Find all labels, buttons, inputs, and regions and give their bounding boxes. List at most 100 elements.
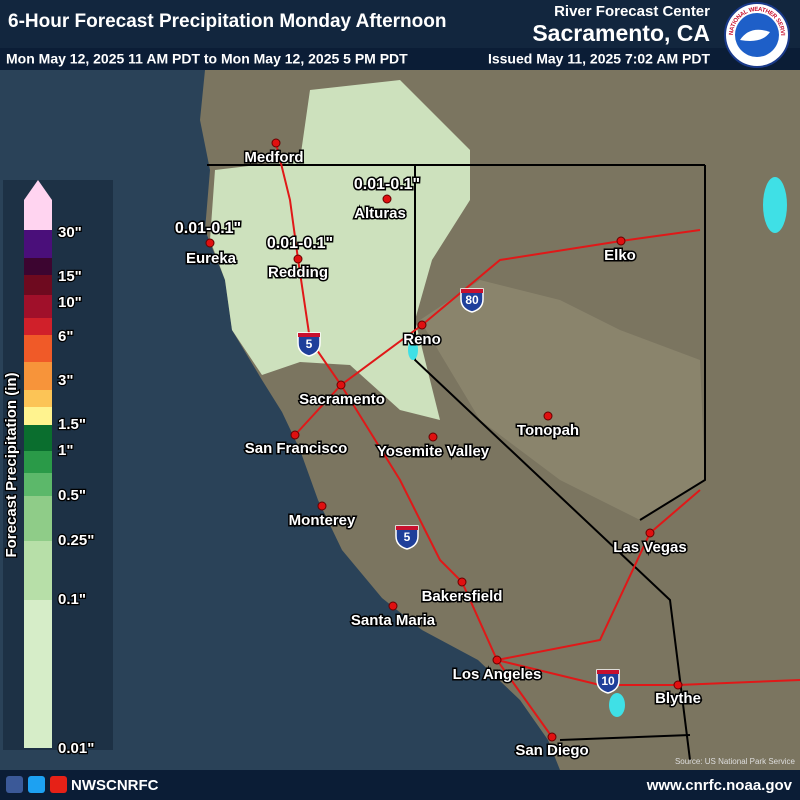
city-dot	[290, 430, 300, 440]
interstate-shield	[460, 288, 484, 313]
city-label: Alturas	[354, 205, 406, 222]
logo-cloud	[740, 29, 770, 41]
legend-swatch	[24, 496, 52, 541]
legend-box	[3, 180, 113, 750]
legend: Forecast Precipitation (in) 30" 15" 10" 6" 3…	[2, 180, 113, 758]
source: Source: US National Park Service	[675, 757, 796, 766]
legend-label: 0.1"	[58, 591, 86, 608]
highway	[275, 142, 553, 738]
legend-label: 30"	[58, 224, 82, 241]
city-dot	[382, 194, 392, 204]
border	[414, 165, 691, 761]
legend-swatch	[24, 275, 52, 295]
interstate-number: 5	[404, 530, 411, 544]
interstate-top	[298, 333, 320, 337]
lake	[609, 693, 625, 717]
issued: Issued May 11, 2025 7:02 AM PDT	[488, 51, 710, 67]
city-dot	[336, 380, 346, 390]
city-label: Yosemite Valley	[377, 443, 490, 460]
city-label: Medford	[244, 149, 303, 166]
city-dot	[417, 320, 427, 330]
highway	[496, 489, 701, 661]
legend-swatch	[24, 230, 52, 258]
city-label: Blythe	[655, 690, 701, 707]
title: 6-Hour Forecast Precipitation Monday Aft…	[8, 11, 446, 32]
city-dot	[492, 655, 502, 665]
city-dot	[205, 238, 215, 248]
legend-title: Forecast Precipitation (in)	[3, 372, 20, 557]
footer-handle: NWSCNRFC	[71, 777, 159, 794]
legend-swatch	[24, 362, 52, 390]
city-dot	[543, 411, 553, 421]
valid-period: Mon May 12, 2025 11 AM PDT to Mon May 12…	[6, 51, 408, 67]
interstate-top	[396, 526, 418, 530]
youtube-icon[interactable]	[50, 776, 67, 793]
city-dot	[271, 138, 281, 148]
city-label: San Francisco	[245, 440, 348, 457]
legend-swatch	[24, 451, 52, 473]
city-label: Tonopah	[517, 422, 579, 439]
legend-label: 1.5"	[58, 416, 86, 433]
legend-swatch	[24, 258, 52, 275]
city-label: Los Angeles	[453, 666, 542, 683]
precip-annotation: 0.01-0.1"	[267, 235, 333, 252]
legend-swatch	[24, 390, 52, 407]
city-label: Santa Maria	[351, 612, 436, 629]
city-label: Las Vegas	[613, 539, 686, 556]
legend-swatch	[24, 541, 52, 600]
legend-arrow	[24, 180, 52, 200]
city-label: Bakersfield	[422, 588, 503, 605]
precip-annotation: 0.01-0.1"	[354, 176, 420, 193]
city-dot	[317, 501, 327, 511]
interstate-shield	[596, 669, 620, 694]
city-label: Reno	[403, 331, 441, 348]
legend-swatch	[24, 200, 52, 230]
precip-annotation: 0.01-0.1"	[175, 220, 241, 237]
legend-swatch	[24, 295, 52, 318]
highway	[496, 659, 800, 686]
city-dot	[547, 732, 557, 742]
city-label: Monterey	[289, 512, 356, 529]
city-label: Sacramento	[299, 391, 385, 408]
mountains	[420, 280, 705, 520]
legend-swatch	[24, 407, 52, 425]
legend-label: 0.25"	[58, 532, 94, 549]
legend-label: 3"	[58, 372, 73, 389]
legend-swatch	[24, 335, 52, 362]
interstate-top	[461, 289, 483, 293]
city-label: Elko	[604, 247, 636, 264]
state-borders	[207, 164, 706, 761]
legend-label: 0.01"	[58, 740, 94, 757]
footer-url[interactable]: www.cnrfc.noaa.gov	[646, 777, 793, 794]
city-dot	[457, 577, 467, 587]
interstate-number: 80	[465, 293, 479, 307]
twitter-icon[interactable]	[28, 776, 45, 793]
interstate-number: 5	[306, 337, 313, 351]
border	[639, 165, 706, 521]
legend-label: 6"	[58, 328, 73, 345]
city-label: San Diego	[515, 742, 588, 759]
city-dot	[673, 680, 683, 690]
city-dot	[616, 236, 626, 246]
interstate-top	[597, 670, 619, 674]
lake	[408, 340, 418, 360]
footer-bar	[0, 770, 800, 800]
legend-label: 15"	[58, 268, 82, 285]
legend-label: 10"	[58, 294, 82, 311]
lakes	[408, 177, 787, 717]
city-dot	[388, 601, 398, 611]
date-bar	[0, 48, 800, 70]
city-label: Redding	[268, 264, 328, 281]
city-dot	[428, 432, 438, 442]
center: River Forecast Center	[554, 3, 710, 20]
legend-swatch	[24, 600, 52, 748]
interstate-shield	[297, 332, 321, 357]
legend-label: 0.5"	[58, 487, 86, 504]
lake	[763, 177, 787, 233]
facebook-icon[interactable]	[6, 776, 23, 793]
city-dot	[645, 528, 655, 538]
interstate-shield	[395, 525, 419, 550]
legend-swatch	[24, 318, 52, 335]
